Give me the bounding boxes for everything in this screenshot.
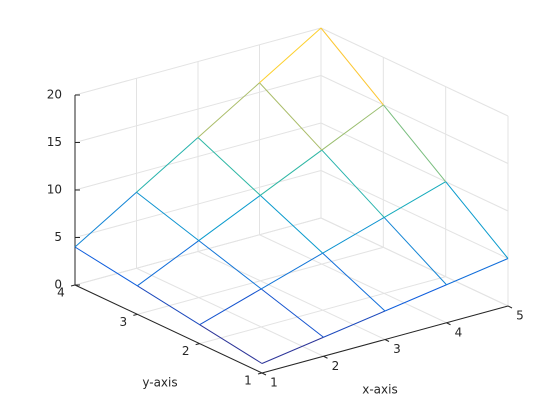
- grid-line: [320, 170, 509, 259]
- grid-line: [199, 276, 446, 345]
- mesh-line: [445, 181, 509, 259]
- x-tick-label: 3: [393, 342, 401, 356]
- mesh-line: [322, 216, 385, 254]
- mesh-line: [260, 252, 323, 290]
- mesh-line: [446, 258, 509, 286]
- mesh-line: [259, 82, 323, 151]
- mesh-line: [260, 288, 324, 338]
- y-tick-label: 4: [57, 286, 65, 300]
- grid-line: [74, 170, 322, 238]
- mesh-line: [136, 137, 199, 193]
- z-tick-label: 10: [47, 183, 62, 197]
- x-tick-label: 2: [332, 359, 340, 373]
- y-tick-label: 1: [244, 374, 252, 388]
- x-tick-label: 1: [270, 376, 278, 390]
- x-tick: [507, 305, 513, 309]
- grid-line: [320, 75, 509, 164]
- x-tick-label: 5: [516, 309, 524, 323]
- x-tick: [384, 339, 390, 342]
- mesh-line: [137, 285, 200, 326]
- mesh-line: [383, 217, 447, 286]
- y-tick: [70, 284, 76, 287]
- mesh-line: [259, 194, 324, 254]
- z-tick-label: 15: [47, 135, 62, 149]
- z-tick-label: 5: [54, 230, 62, 244]
- y-tick-label: 3: [120, 315, 128, 329]
- grid-line: [259, 234, 447, 324]
- grid-line: [74, 27, 322, 96]
- mesh-line: [322, 252, 386, 312]
- y-tick-label: 2: [182, 344, 190, 358]
- y-axis: [74, 284, 263, 374]
- grid-line: [320, 27, 509, 117]
- mesh-line: [197, 137, 261, 196]
- x-tick: [446, 322, 451, 326]
- mesh-line: [198, 240, 262, 290]
- mesh-line: [261, 336, 324, 364]
- grid-line: [320, 217, 509, 307]
- y-tick: [133, 313, 138, 316]
- mesh-line: [321, 149, 385, 218]
- y-axis-label: y-axis: [142, 376, 177, 390]
- mesh-line: [260, 149, 323, 196]
- x-tick: [323, 355, 328, 359]
- grid-line: [320, 122, 509, 212]
- mesh-line: [199, 288, 262, 326]
- y-tick: [195, 343, 200, 346]
- mesh-line: [259, 27, 322, 84]
- mesh-line: [321, 104, 384, 151]
- grid-line: [74, 122, 322, 191]
- z-tick-label: 0: [54, 278, 62, 292]
- x-tick-label: 4: [455, 325, 463, 339]
- x-tick: [261, 372, 267, 376]
- grid-line: [137, 246, 384, 315]
- mesh-line: [384, 284, 447, 312]
- grid-line: [136, 267, 324, 357]
- grid-line: [74, 75, 322, 143]
- mesh-line: [74, 246, 138, 287]
- mesh-line: [136, 191, 200, 241]
- mesh-line: [197, 82, 260, 138]
- y-tick: [257, 372, 263, 375]
- x-axis-label: x-axis: [362, 383, 397, 397]
- z-tick-label: 20: [47, 88, 62, 102]
- grid-line: [74, 217, 322, 286]
- mesh-line: [323, 310, 386, 338]
- mesh-line: [382, 104, 447, 182]
- mesh-line: [199, 324, 263, 364]
- mesh-line: [74, 191, 137, 248]
- mesh-line: [320, 27, 384, 106]
- grid-line: [197, 251, 386, 340]
- mesh-line: [383, 181, 446, 218]
- mesh-line: [137, 240, 200, 287]
- mesh-line: [198, 194, 261, 241]
